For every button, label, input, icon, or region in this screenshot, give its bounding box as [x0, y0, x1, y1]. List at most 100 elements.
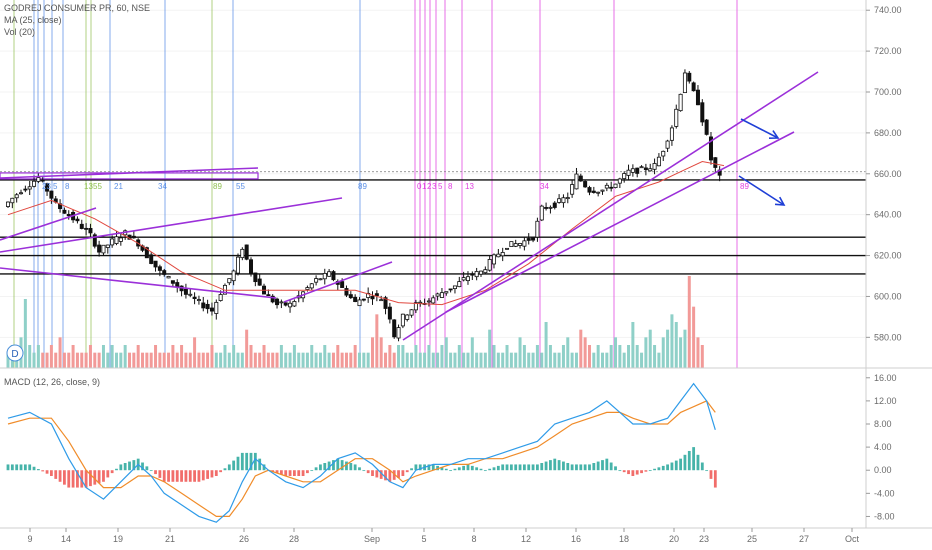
candle-body	[227, 278, 232, 284]
macd-hist-bar	[49, 470, 53, 476]
volume-bar	[167, 352, 171, 368]
d-badge[interactable]: D	[6, 344, 24, 362]
volume-bar	[340, 352, 344, 368]
volume-bar	[232, 345, 236, 368]
candle-body	[6, 201, 11, 207]
volume-bar	[114, 352, 118, 368]
macd-hist-bar	[71, 470, 75, 488]
macd-hist-bar	[284, 470, 288, 476]
volume-bar	[453, 352, 457, 368]
volume-bar	[75, 352, 79, 368]
macd-hist-bar	[19, 464, 23, 471]
volume-bar	[679, 337, 683, 368]
candle-body	[149, 254, 154, 264]
time-tick-label: 16	[571, 534, 581, 544]
candle-body	[97, 244, 102, 253]
macd-hist-bar	[670, 462, 674, 471]
macd-hist-bar	[262, 464, 266, 471]
candle-body	[175, 282, 180, 288]
volume-bar	[505, 345, 509, 368]
macd-hist-bar	[601, 460, 604, 471]
candle-body	[75, 218, 80, 222]
volume-bar	[175, 352, 179, 368]
fib-label: 13	[465, 182, 474, 191]
candle-body	[305, 287, 310, 290]
candle-body	[713, 157, 718, 168]
candle-body	[557, 198, 562, 203]
volume-bar	[236, 352, 240, 368]
volume-bar	[318, 352, 322, 368]
macd-hist-bar	[201, 470, 205, 481]
macd-hist-bar	[379, 470, 383, 479]
candle-body	[405, 314, 410, 320]
macd-hist-bar	[588, 464, 591, 471]
fib-label: 23	[42, 182, 51, 191]
macd-hist-bar	[592, 463, 596, 471]
arrow-head	[768, 130, 780, 140]
candle-body	[266, 294, 271, 297]
time-tick-label: Oct	[845, 534, 860, 544]
volume-bar	[618, 345, 622, 368]
fib-label: 3	[432, 182, 437, 191]
candle-body	[622, 173, 627, 180]
volume-bar	[388, 345, 392, 368]
candle-body	[288, 302, 293, 308]
volume-bar	[540, 352, 544, 368]
macd-lines	[7, 382, 716, 523]
macd-hist-bar	[596, 461, 600, 471]
vol-legend[interactable]: Vol (20)	[4, 27, 36, 37]
macd-hist-bar	[67, 470, 71, 488]
macd-hist-bar	[683, 454, 687, 471]
macd-hist-bar	[700, 462, 704, 471]
volume-bar	[171, 345, 175, 368]
candle-body	[431, 297, 436, 304]
candle-body	[105, 244, 110, 248]
volume-bar	[518, 337, 522, 368]
volume-bar	[219, 352, 223, 368]
fib-label: 89	[213, 182, 222, 191]
macd-tick-label: 4.00	[874, 442, 892, 452]
volume-bar	[331, 352, 335, 368]
macd-hist-bar	[410, 468, 413, 471]
candle-body	[500, 252, 505, 257]
volume-bar	[670, 314, 674, 368]
macd-hist-bar	[249, 452, 253, 471]
candle-body	[353, 296, 358, 302]
macd-hist-bar	[462, 465, 466, 471]
volume-bar	[696, 337, 700, 368]
candle-body	[23, 188, 28, 191]
macd-hist-bar	[310, 470, 314, 472]
volume-bar	[292, 345, 296, 368]
macd-title[interactable]: MACD (12, 26, close, 9)	[4, 377, 101, 387]
volume-bar	[687, 276, 691, 368]
macd-hist-bar	[618, 470, 622, 472]
candle-body	[153, 260, 158, 268]
macd-hist-bar	[405, 470, 409, 473]
macd-hist-bar	[562, 461, 565, 471]
price-tick-label: 640.00	[874, 210, 902, 220]
macd-hist-bar	[223, 468, 227, 471]
price-tick-label: 600.00	[874, 291, 902, 301]
macd-hist-bar	[93, 470, 97, 485]
volume-bar	[587, 345, 591, 368]
macd-hist-bar	[162, 470, 166, 482]
volume-bar	[184, 352, 188, 368]
fib-label: 89	[740, 182, 749, 191]
volume-bar	[310, 345, 314, 368]
macd-hist-bar	[566, 463, 570, 471]
symbol-title[interactable]: GODREJ CONSUMER PR, 60, NSE	[4, 3, 151, 13]
macd-hist-bar	[210, 470, 214, 478]
volume-bar	[106, 352, 110, 368]
volume-bar	[297, 352, 301, 368]
macd-hist-bar	[527, 464, 531, 471]
candle-body	[700, 102, 705, 123]
candle-body	[652, 163, 657, 170]
macd-hist-bar	[518, 464, 522, 471]
volume-bar	[240, 352, 244, 368]
ma-legend[interactable]: MA (25, close)	[4, 15, 62, 25]
candle-body	[162, 270, 167, 275]
candle-body	[648, 168, 653, 172]
candle-body	[387, 306, 392, 320]
